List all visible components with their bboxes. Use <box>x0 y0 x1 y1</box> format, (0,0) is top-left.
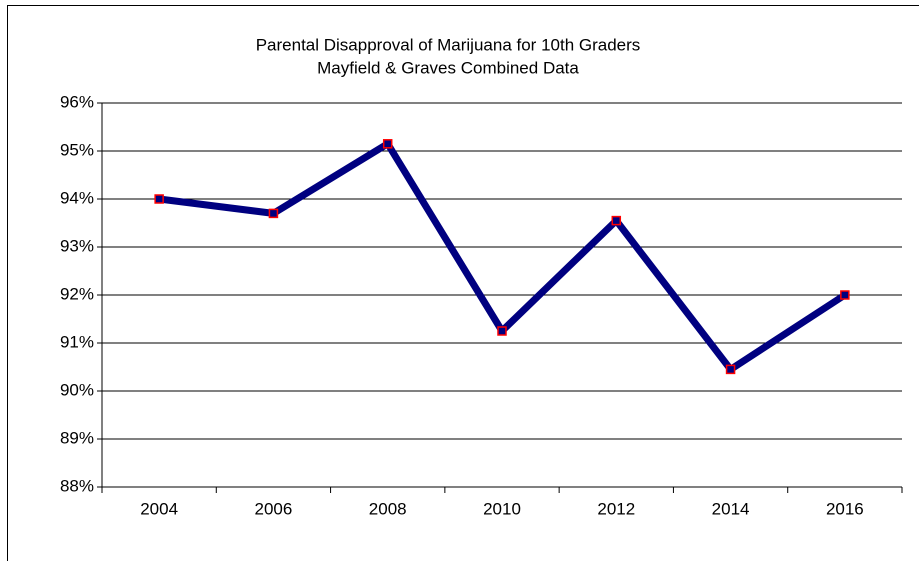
point-marker <box>382 139 393 149</box>
chart-subtitle: Mayfield & Graves Combined Data <box>317 58 579 77</box>
y-tick-label: 90% <box>60 380 94 399</box>
point-marker <box>725 364 736 375</box>
x-tick-label: 2012 <box>597 499 635 518</box>
x-tick-label: 2004 <box>140 499 178 518</box>
x-tick-label: 2008 <box>369 499 407 518</box>
y-tick-label: 95% <box>60 140 94 159</box>
chart-border <box>7 5 919 561</box>
x-tick-label: 2016 <box>826 499 864 518</box>
y-tick-label: 92% <box>60 284 94 303</box>
point-marker <box>154 194 164 204</box>
chart-title: Parental Disapproval of Marijuana for 10… <box>256 35 641 54</box>
y-tick-label: 88% <box>60 476 94 495</box>
point-marker <box>840 290 850 300</box>
point-marker <box>497 326 507 336</box>
x-tick-label: 2006 <box>255 499 293 518</box>
y-tick-label: 91% <box>60 332 94 351</box>
y-tick-label: 96% <box>60 92 94 111</box>
y-tick-label: 89% <box>60 428 94 447</box>
y-tick-label: 94% <box>60 188 94 207</box>
y-tick-label: 93% <box>60 236 94 255</box>
point-marker <box>268 208 279 219</box>
x-tick-label: 2014 <box>712 499 750 518</box>
point-marker <box>611 215 622 226</box>
x-tick-label: 2010 <box>483 499 521 518</box>
